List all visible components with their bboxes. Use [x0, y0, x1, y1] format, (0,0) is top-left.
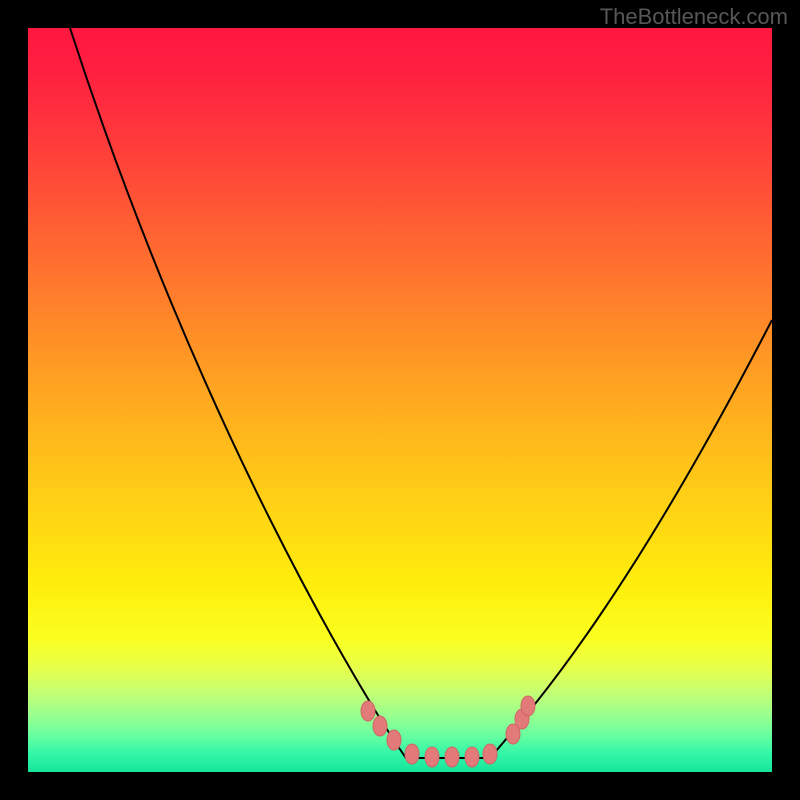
highlight-bead — [373, 716, 387, 736]
chart-stage: TheBottleneck.com — [0, 0, 800, 800]
highlight-bead — [405, 744, 419, 764]
highlight-bead — [483, 744, 497, 764]
watermark-text: TheBottleneck.com — [600, 4, 788, 30]
highlight-bead — [521, 696, 535, 716]
bottleneck-chart — [0, 0, 800, 800]
highlight-bead — [445, 747, 459, 767]
gradient-background — [28, 28, 772, 772]
highlight-bead — [425, 747, 439, 767]
highlight-bead — [387, 730, 401, 750]
highlight-bead — [361, 701, 375, 721]
highlight-bead — [465, 747, 479, 767]
